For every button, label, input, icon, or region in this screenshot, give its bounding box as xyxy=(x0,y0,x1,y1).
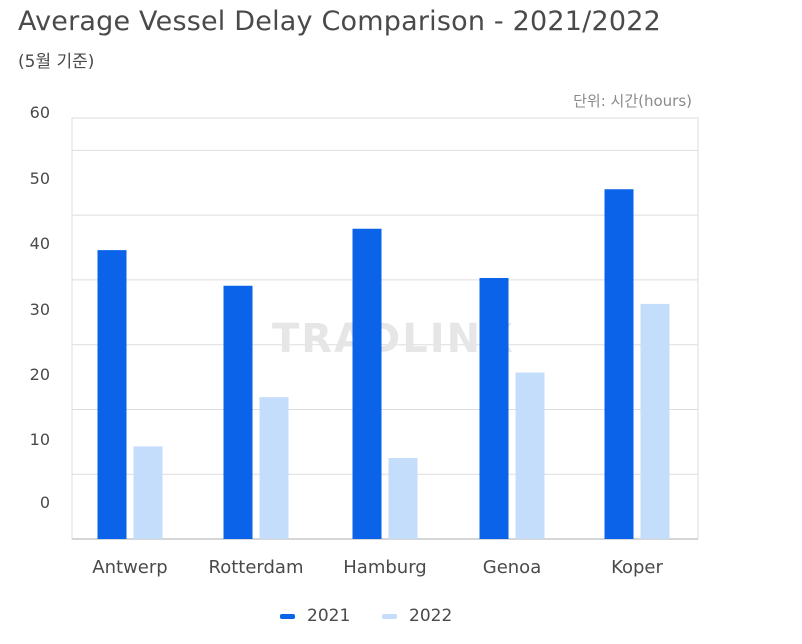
y-tick-label: 0 xyxy=(40,493,50,512)
chart-title: Average Vessel Delay Comparison - 2021/2… xyxy=(18,6,661,37)
chart-subtitle: (5월 기준) xyxy=(18,52,95,72)
grid-lines xyxy=(71,117,699,540)
bar-2021-hamburg xyxy=(352,228,382,540)
legend-label-2021: 2021 xyxy=(307,606,351,626)
x-tick-label-antwerp: Antwerp xyxy=(92,557,167,578)
bar-2022-antwerp xyxy=(133,446,163,539)
x-tick-label-koper: Koper xyxy=(611,557,663,578)
y-tick-label: 10 xyxy=(30,430,50,449)
legend-item-2022[interactable]: 2022 xyxy=(382,606,452,626)
y-axis-ticks: 60 50 40 30 20 10 0 xyxy=(30,103,50,512)
legend: 2021 2022 xyxy=(0,606,802,632)
watermark-text: TRADLINX xyxy=(272,316,515,362)
x-tick-label-rotterdam: Rotterdam xyxy=(209,557,304,578)
x-axis-labels: Antwerp Rotterdam Hamburg Genoa Koper xyxy=(92,557,663,578)
x-tick-label-genoa: Genoa xyxy=(483,557,541,578)
unit-label: 단위: 시간(hours) xyxy=(573,92,692,110)
bar-2021-genoa xyxy=(479,277,509,539)
x-tick-label-hamburg: Hamburg xyxy=(343,557,426,578)
bar-2021-koper xyxy=(604,189,634,539)
bars xyxy=(97,189,670,540)
bar-chart: TRADLINX 60 50 40 30 20 10 0 Antwerp Rotterdam H… xyxy=(30,103,699,578)
y-tick-label: 30 xyxy=(30,300,50,319)
bar-2022-koper xyxy=(640,303,670,539)
legend-swatch-2021 xyxy=(280,613,295,619)
y-tick-label: 60 xyxy=(30,103,50,122)
legend-label-2022: 2022 xyxy=(409,606,453,626)
bar-2022-hamburg xyxy=(388,458,418,539)
y-tick-label: 20 xyxy=(30,365,50,384)
bar-2022-rotterdam xyxy=(259,397,289,539)
legend-item-2021[interactable]: 2021 xyxy=(280,606,350,626)
bar-2021-antwerp xyxy=(97,250,127,540)
bar-2022-genoa xyxy=(515,372,545,539)
bar-2021-rotterdam xyxy=(223,285,253,539)
y-tick-label: 50 xyxy=(30,169,50,188)
legend-swatch-2022 xyxy=(382,613,397,619)
y-tick-label: 40 xyxy=(30,234,50,253)
